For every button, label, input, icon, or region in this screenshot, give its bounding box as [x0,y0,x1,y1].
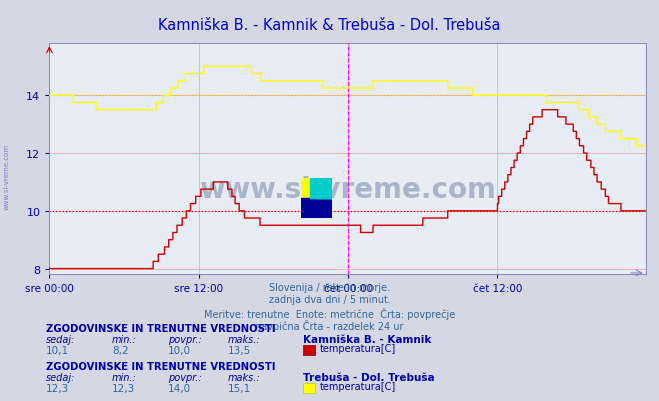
Text: povpr.:: povpr.: [168,372,202,382]
Text: povpr.:: povpr.: [168,334,202,344]
Text: Meritve: trenutne  Enote: metrične  Črta: povprečje: Meritve: trenutne Enote: metrične Črta: … [204,307,455,319]
Text: zadnja dva dni / 5 minut.: zadnja dva dni / 5 minut. [269,295,390,305]
Text: 12,3: 12,3 [46,383,69,393]
Text: sedaj:: sedaj: [46,334,76,344]
Text: 12,3: 12,3 [112,383,135,393]
Polygon shape [301,198,332,219]
Text: Kamniška B. - Kamnik: Kamniška B. - Kamnik [303,334,432,344]
Text: min.:: min.: [112,334,137,344]
Text: 8,2: 8,2 [112,345,129,355]
Text: min.:: min.: [112,372,137,382]
Polygon shape [301,178,332,198]
Text: temperatura[C]: temperatura[C] [320,343,396,353]
Polygon shape [310,178,332,198]
Polygon shape [310,178,332,198]
Text: ZGODOVINSKE IN TRENUTNE VREDNOSTI: ZGODOVINSKE IN TRENUTNE VREDNOSTI [46,361,275,371]
Polygon shape [316,178,332,198]
Text: www.si-vreme.com: www.si-vreme.com [199,175,496,203]
Text: ZGODOVINSKE IN TRENUTNE VREDNOSTI: ZGODOVINSKE IN TRENUTNE VREDNOSTI [46,323,275,333]
Text: Slovenija / reke in morje.: Slovenija / reke in morje. [269,283,390,293]
Text: 14,0: 14,0 [168,383,191,393]
Text: 15,1: 15,1 [227,383,250,393]
Text: navpična Črta - razdelek 24 ur: navpična Črta - razdelek 24 ur [255,319,404,331]
Text: www.si-vreme.com: www.si-vreme.com [3,144,10,209]
Text: Kamniška B. - Kamnik & Trebuša - Dol. Trebuša: Kamniška B. - Kamnik & Trebuša - Dol. Tr… [158,18,501,33]
Text: sedaj:: sedaj: [46,372,76,382]
Text: maks.:: maks.: [227,372,260,382]
Text: 10,1: 10,1 [46,345,69,355]
Text: 10,0: 10,0 [168,345,191,355]
Text: maks.:: maks.: [227,334,260,344]
Text: Trebuša - Dol. Trebuša: Trebuša - Dol. Trebuša [303,372,435,382]
Text: temperatura[C]: temperatura[C] [320,381,396,391]
Text: 13,5: 13,5 [227,345,250,355]
